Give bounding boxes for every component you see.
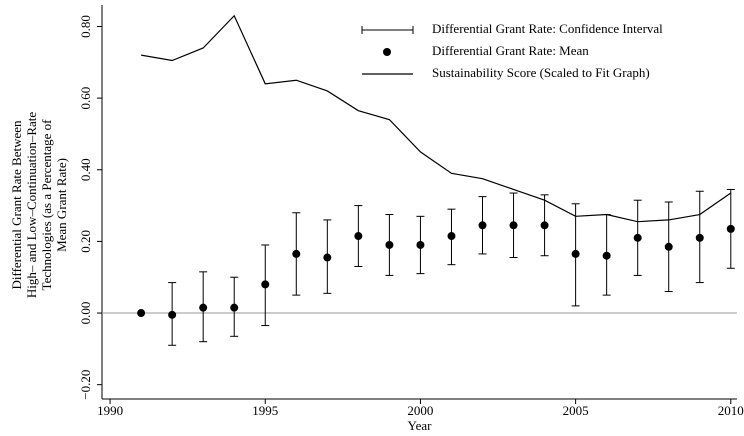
x-tick-label: 1990 [97,403,123,418]
y-tick-label: 0.80 [78,15,93,38]
mean-point [354,232,363,241]
mean-point [137,309,146,318]
mean-point [540,221,549,230]
legend-label: Differential Grant Rate: Confidence Inte… [432,21,663,36]
mean-point [292,249,301,258]
y-tick-label: 0.40 [78,158,93,181]
mean-point [199,303,208,312]
mean-point [602,251,611,260]
mean-point [168,310,177,319]
y-tick-label: 0.20 [78,230,93,253]
y-axis-label: Technologies (as a Percentage of [39,119,54,291]
mean-point [261,280,270,289]
mean-point [509,221,518,230]
y-tick-label: 0.60 [78,87,93,110]
mean-point [571,249,580,258]
mean-point [385,240,394,249]
x-axis-label: Year [408,418,433,433]
y-axis-label: High– and Low–Continuation–Rate [24,112,39,299]
mean-point [695,233,704,242]
mean-point [323,253,332,262]
mean-point [478,221,487,230]
legend-label: Differential Grant Rate: Mean [432,43,589,58]
y-tick-label: −0.20 [78,370,93,400]
x-tick-label: 2000 [407,403,433,418]
y-axis-label: Mean Grant Rate) [54,158,69,252]
x-tick-label: 1995 [252,403,278,418]
score-line [141,14,732,223]
mean-point [664,242,673,251]
x-tick-label: 2005 [563,403,589,418]
mean-point [726,224,735,233]
x-tick-label: 2010 [718,403,744,418]
y-tick-label: 0.00 [78,302,93,325]
mean-point [416,240,425,249]
mean-point [633,233,642,242]
mean-point [230,303,239,312]
legend-label: Sustainability Score (Scaled to Fit Grap… [432,65,650,80]
mean-point [447,232,456,241]
legend-symbol [383,48,391,56]
y-axis-label: Differential Grant Rate Between [9,120,24,290]
